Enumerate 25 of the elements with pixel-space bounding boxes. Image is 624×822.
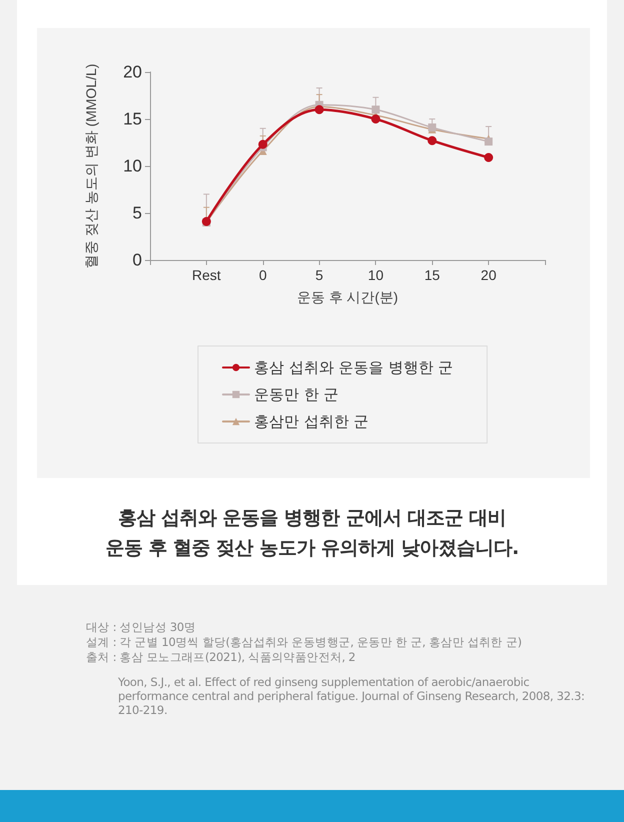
x-tick-label: 0 <box>258 267 267 283</box>
x-tick-label: Rest <box>192 267 221 283</box>
legend-label: 운동만 한 군 <box>254 386 339 404</box>
point <box>484 153 494 162</box>
y-tick-label: 20 <box>123 62 142 82</box>
x-tick-label: 20 <box>480 267 497 283</box>
legend-label: 홍삼만 섭취한 군 <box>254 412 369 430</box>
point <box>428 136 437 146</box>
point <box>258 140 268 149</box>
text: 홍삼 섭취와 운동을 병행한 군에서 대조군 대비 운동 후 혈중 젖산 농도가 유의하게 낮아졌습니다. <box>104 506 520 561</box>
x-tick-label: 15 <box>424 267 440 283</box>
x-tick-label: 10 <box>368 267 384 283</box>
y-axis-title: 혈중 젖산 농도의 변화 (MMOL/L) <box>83 64 99 268</box>
x-tick-label: 5 <box>315 267 324 283</box>
y-tick-label: 5 <box>132 204 142 222</box>
y-tick-label: 10 <box>123 156 142 176</box>
y-tick-label: 0 <box>132 250 142 270</box>
text: 설계 : 각 군별 10명씩 할당(홍삼섭취와 운동병행군, 운동만 한 군, 홍삼만 섭취한 군) <box>86 635 523 650</box>
legend-label: 홍삼 섭취와 운동을 병행한 군 <box>254 358 454 376</box>
text: 대상 : 성인남성 30명 <box>86 620 197 635</box>
y-tick-label: 15 <box>123 110 142 128</box>
x-axis-title: 운동 후 시간(분) <box>296 289 398 305</box>
point <box>314 105 324 114</box>
source-note: 출처 : 홍삼 모노그래프(2021), 식품의약품안전처, 2 <box>86 650 356 665</box>
text: Yoon, S.J., et al. Effect of red ginseng supplementation of aerobic/anaerobic performance central and peripheral fatigue. Journal of Ginseng Research, 2008, 32.3: 210-219. <box>117 675 586 717</box>
